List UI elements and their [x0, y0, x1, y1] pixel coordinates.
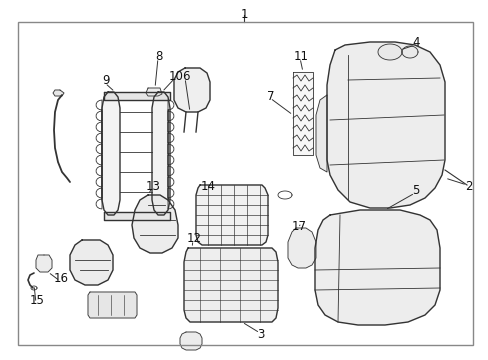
Polygon shape [292, 72, 312, 155]
Polygon shape [401, 46, 417, 58]
Text: 4: 4 [411, 36, 419, 49]
Polygon shape [53, 90, 64, 96]
Polygon shape [88, 292, 137, 318]
Polygon shape [377, 44, 401, 60]
Polygon shape [104, 212, 170, 220]
Polygon shape [146, 88, 162, 96]
Text: 17: 17 [291, 220, 306, 233]
Text: 14: 14 [200, 180, 215, 193]
Text: 8: 8 [155, 49, 163, 63]
Polygon shape [183, 248, 278, 322]
Polygon shape [132, 195, 178, 253]
Text: 9: 9 [102, 75, 109, 87]
Polygon shape [326, 42, 444, 208]
Text: 11: 11 [293, 49, 308, 63]
Polygon shape [315, 95, 326, 172]
Bar [18, 22, 472, 345]
Text: 16: 16 [53, 273, 68, 285]
Text: 15: 15 [29, 294, 44, 307]
Polygon shape [314, 210, 439, 325]
Text: 3: 3 [257, 328, 264, 341]
Polygon shape [36, 255, 52, 272]
Text: 6: 6 [182, 69, 189, 82]
Text: 2: 2 [464, 180, 472, 193]
Text: 1: 1 [240, 8, 247, 21]
Polygon shape [70, 240, 113, 285]
Text: 12: 12 [186, 231, 201, 244]
Polygon shape [102, 92, 120, 215]
Polygon shape [180, 332, 202, 350]
Polygon shape [287, 228, 315, 268]
Text: 13: 13 [145, 180, 160, 193]
Polygon shape [152, 92, 170, 215]
Text: 7: 7 [267, 90, 274, 103]
Text: 10: 10 [168, 69, 183, 82]
Polygon shape [174, 68, 209, 112]
Polygon shape [196, 185, 267, 245]
Text: 5: 5 [411, 184, 419, 198]
Polygon shape [104, 92, 170, 100]
